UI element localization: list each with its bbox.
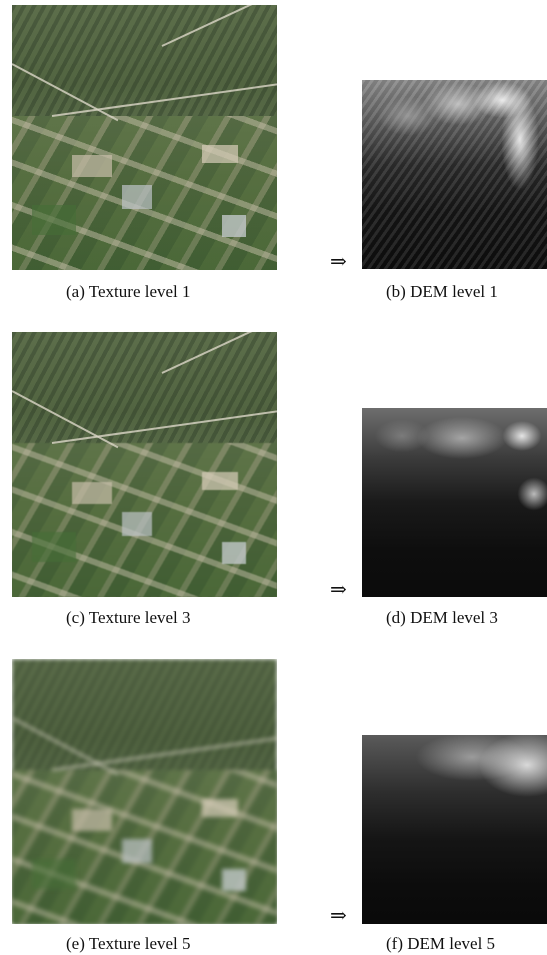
caption-a: (a) Texture level 1 bbox=[66, 282, 191, 301]
caption-e: (e) Texture level 5 bbox=[66, 934, 191, 953]
caption-f: (f) DEM level 5 bbox=[386, 934, 496, 953]
texture-level-5-image bbox=[12, 659, 277, 924]
dem-level-5-image bbox=[362, 735, 547, 924]
arrow-3: ⇒ bbox=[330, 905, 347, 927]
texture-level-1-image bbox=[12, 5, 277, 270]
dem-level-1-image bbox=[362, 80, 547, 269]
caption-c: (c) Texture level 3 bbox=[66, 608, 191, 627]
caption-b: (b) DEM level 1 bbox=[386, 282, 498, 301]
texture-level-3-image bbox=[12, 332, 277, 597]
arrow-2: ⇒ bbox=[330, 579, 347, 601]
arrow-1: ⇒ bbox=[330, 251, 347, 273]
dem-level-3-image bbox=[362, 408, 547, 597]
caption-d: (d) DEM level 3 bbox=[386, 608, 498, 627]
